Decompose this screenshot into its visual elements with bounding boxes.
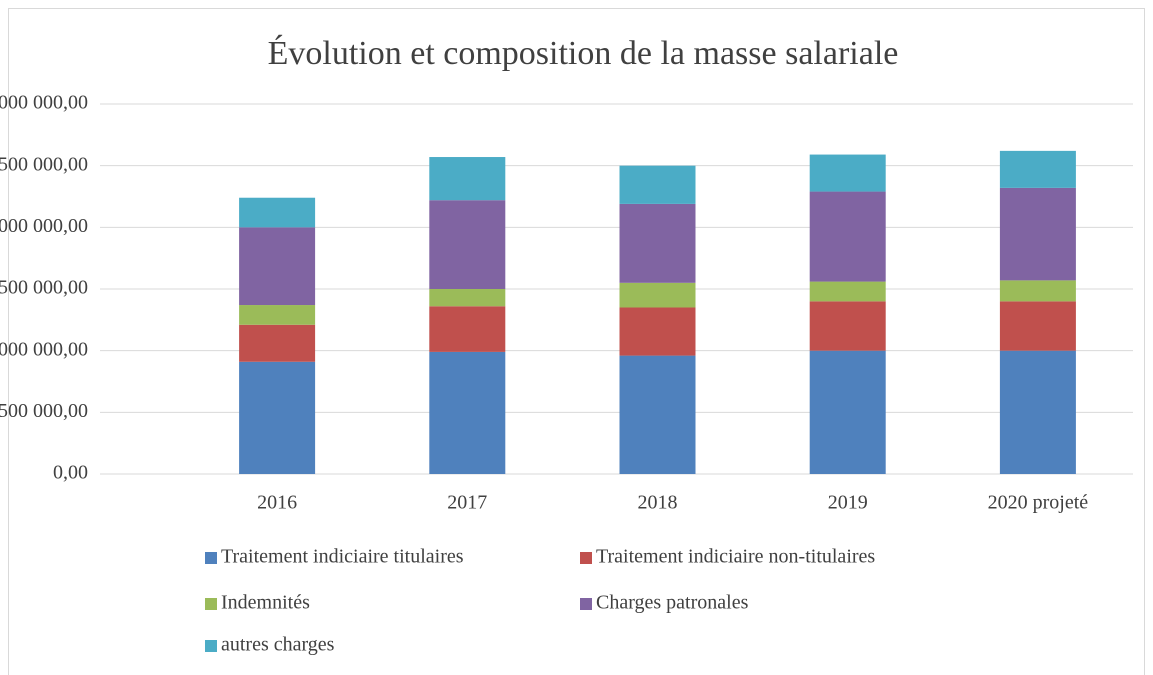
legend-swatch — [205, 552, 217, 564]
bar-segment — [429, 157, 506, 201]
legend-label: autres charges — [221, 634, 335, 656]
legend-swatch — [580, 598, 592, 610]
chart-title: Évolution et composition de la masse sal… — [268, 35, 899, 72]
x-tick-label: 2016 — [257, 492, 297, 514]
x-tick-label: 2018 — [638, 492, 678, 514]
bar-segment — [619, 282, 696, 308]
legend-swatch — [580, 552, 592, 564]
bar-segment — [429, 306, 506, 352]
bar-segment — [809, 191, 886, 282]
bar-segment — [429, 200, 506, 289]
bar-segment — [239, 197, 316, 228]
bar-segment — [999, 350, 1076, 474]
y-tick-label: 0,00 — [53, 462, 88, 484]
legend-label: Traitement indiciaire non-titulaires — [596, 546, 875, 568]
bar-segment — [239, 227, 316, 306]
x-tick-label: 2020 projeté — [988, 492, 1089, 514]
legend-label: Indemnités — [221, 592, 310, 614]
x-tick-label: 2019 — [828, 492, 868, 514]
bar-segment — [619, 307, 696, 356]
y-tick-label: 1 500 000,00 — [0, 277, 88, 299]
bar-segment — [239, 361, 316, 474]
y-tick-label: 2 500 000,00 — [0, 153, 88, 175]
bar-segment — [619, 355, 696, 474]
legend-swatch — [205, 640, 217, 652]
bar-segment — [809, 301, 886, 351]
y-tick-label: 2 000 000,00 — [0, 215, 88, 237]
bar-segment — [809, 350, 886, 474]
bar-segment — [809, 154, 886, 192]
bar-segment — [999, 150, 1076, 188]
y-tick-label: 1 000 000,00 — [0, 338, 88, 360]
y-tick-label: 500 000,00 — [0, 400, 88, 422]
legend-label: Charges patronales — [596, 592, 749, 614]
bar-segment — [999, 280, 1076, 302]
bar-segment — [619, 203, 696, 283]
chart-border — [8, 8, 1145, 675]
bar-segment — [429, 351, 506, 474]
bar-segment — [999, 301, 1076, 351]
x-tick-label: 2017 — [447, 492, 487, 514]
legend-swatch — [205, 598, 217, 610]
bar-segment — [429, 289, 506, 307]
legend-label: Traitement indiciaire titulaires — [221, 546, 464, 568]
bar-segment — [999, 187, 1076, 281]
bar-segment — [619, 165, 696, 204]
y-tick-label: 3 000 000,00 — [0, 92, 88, 114]
bar-segment — [239, 324, 316, 362]
bar-segment — [239, 305, 316, 325]
bar-segment — [809, 281, 886, 302]
